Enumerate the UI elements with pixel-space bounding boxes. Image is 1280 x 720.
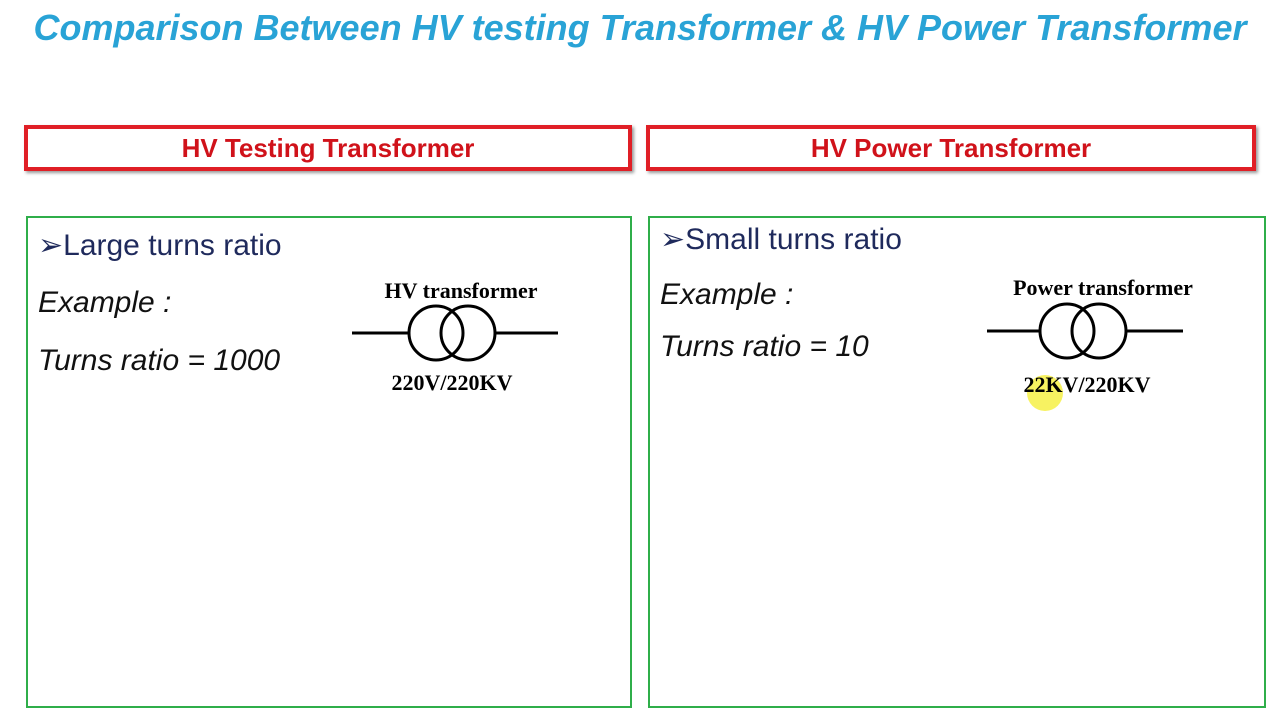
- bullet-point: ➢Large turns ratio: [38, 229, 282, 262]
- content-box: [648, 216, 1266, 708]
- bullet-text: Large turns ratio: [63, 229, 282, 262]
- diagram-rating: 220V/220KV: [392, 370, 513, 395]
- diagram-title: Power transformer: [1013, 275, 1193, 300]
- ratio-value: 1000: [213, 344, 281, 377]
- coil: [1038, 302, 1096, 360]
- bullet-point: ➢Small turns ratio: [660, 223, 902, 256]
- diagram-title: HV transformer: [385, 278, 538, 303]
- ratio-value: 10: [835, 330, 869, 363]
- example-label: Example :: [38, 286, 172, 319]
- content-box: [26, 216, 632, 708]
- ratio-line: Turns ratio = 1000: [38, 344, 280, 378]
- bullet-text: Small turns ratio: [685, 223, 902, 256]
- transformer-diagram: Power transformer 22KV/220KV: [987, 275, 1193, 411]
- coil: [439, 304, 497, 362]
- column-heading: HV Testing Transformer: [24, 125, 632, 171]
- ratio-line: Turns ratio = 10: [660, 330, 869, 364]
- column-heading: HV Power Transformer: [646, 125, 1256, 171]
- diagram-rating: 22KV/220KV: [1023, 372, 1150, 397]
- transformer-diagram: HV transformer 220V/220KV: [352, 278, 558, 395]
- coil: [407, 304, 465, 362]
- coil: [1070, 302, 1128, 360]
- cursor-highlight: [1027, 375, 1063, 411]
- ratio-label: Turns ratio =: [38, 344, 214, 377]
- slide-title: Comparison Between HV testing Transforme…: [33, 7, 1247, 48]
- example-label: Example :: [660, 278, 794, 311]
- ratio-label: Turns ratio =: [660, 330, 836, 363]
